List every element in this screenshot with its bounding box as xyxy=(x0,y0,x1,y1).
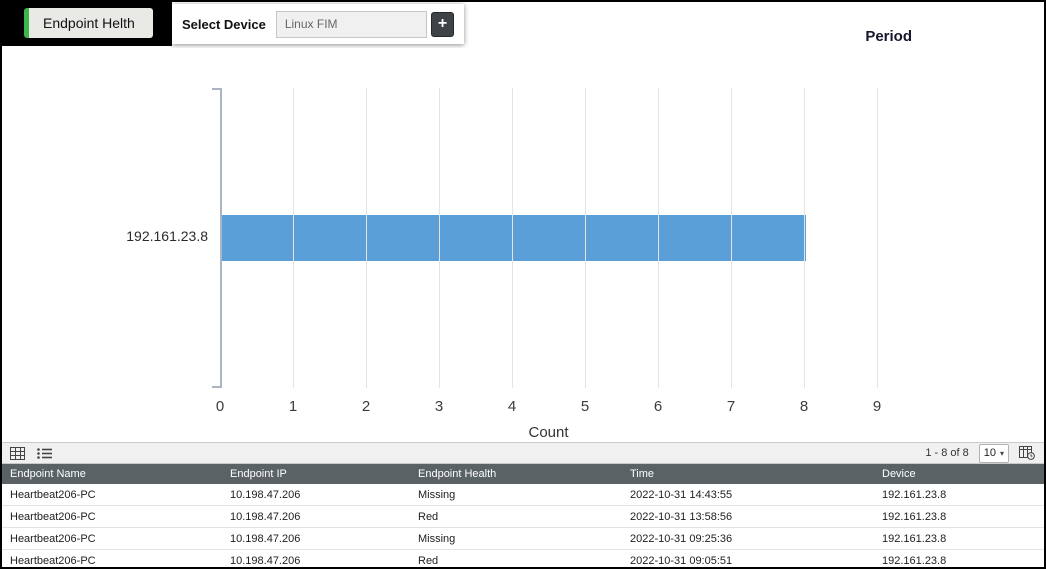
x-tick-label: 1 xyxy=(288,398,298,415)
table-cell: 2022-10-31 09:25:36 xyxy=(622,527,874,550)
table-row[interactable]: Heartbeat206-PC 10.198.47.206 Missing 2022-… xyxy=(2,484,1044,506)
top-bar: Endpoint Helth Select Device Linux FIM +… xyxy=(2,2,1044,48)
table-cell: 192.161.23.8 xyxy=(874,549,1044,567)
endpoint-bar-chart: 192.161.23.8 Count 0 1 2 3 4 5 6 7 8 9 xyxy=(2,48,1044,442)
x-tick-label: 9 xyxy=(872,398,882,415)
table-cell: Heartbeat206-PC xyxy=(2,549,222,567)
page-size-select[interactable]: 10 ▾ xyxy=(978,443,1009,463)
device-select-value: Linux FIM xyxy=(284,17,338,31)
table-cell: 2022-10-31 14:43:55 xyxy=(622,484,874,506)
gridline xyxy=(293,88,294,388)
page-size-value: 10 xyxy=(983,447,996,459)
table-cell: 10.198.47.206 xyxy=(222,549,410,567)
x-tick-label: 5 xyxy=(580,398,590,415)
table-cell: 192.161.23.8 xyxy=(874,527,1044,550)
list-view-icon[interactable] xyxy=(37,446,54,460)
table-schedule-icon[interactable] xyxy=(1019,446,1036,460)
x-tick-label: 2 xyxy=(361,398,371,415)
add-device-button[interactable]: + xyxy=(431,11,454,37)
gridline xyxy=(512,88,513,388)
table-cell: Heartbeat206-PC xyxy=(2,505,222,528)
table-cell: 192.161.23.8 xyxy=(874,484,1044,506)
gridline xyxy=(366,88,367,388)
column-header[interactable]: Time xyxy=(622,464,874,484)
gridline xyxy=(658,88,659,388)
endpoint-table: Endpoint Name Endpoint IP Endpoint Health T… xyxy=(2,464,1044,567)
gridline xyxy=(439,88,440,388)
device-select[interactable]: Linux FIM xyxy=(275,10,428,38)
column-header[interactable]: Device xyxy=(874,464,1044,484)
chart-bar[interactable] xyxy=(222,215,806,261)
select-device-label: Select Device xyxy=(182,16,266,32)
table-row[interactable]: Heartbeat206-PC 10.198.47.206 Red 2022-10-3… xyxy=(2,505,1044,528)
table-cell: 2022-10-31 09:05:51 xyxy=(622,549,874,567)
table-cell: Missing xyxy=(410,527,622,550)
x-tick-label: 7 xyxy=(726,398,736,415)
x-tick-label: 8 xyxy=(799,398,809,415)
column-header[interactable]: Endpoint Name xyxy=(2,464,222,484)
y-axis-cap-top xyxy=(212,88,221,90)
chart-x-axis-title: Count xyxy=(528,424,569,441)
chevron-down-icon: ▾ xyxy=(999,448,1004,458)
table-cell: Heartbeat206-PC xyxy=(2,484,222,506)
table-cell: 10.198.47.206 xyxy=(222,527,410,550)
table-cell: Missing xyxy=(410,484,622,506)
select-device-panel: Select Device Linux FIM + xyxy=(172,4,464,44)
table-cell: 10.198.47.206 xyxy=(222,484,410,506)
column-header[interactable]: Endpoint Health xyxy=(410,464,622,484)
chart-category-label: 192.161.23.8 xyxy=(126,228,208,244)
table-cell: 10.198.47.206 xyxy=(222,505,410,528)
period-label: Period xyxy=(865,28,912,45)
gridline xyxy=(804,88,805,388)
table-cell: 2022-10-31 13:58:56 xyxy=(622,505,874,528)
table-toolbar: 1 - 8 of 8 10 ▾ xyxy=(2,442,1044,464)
y-axis-cap-bottom xyxy=(212,386,221,388)
grid-view-icon[interactable] xyxy=(10,446,27,460)
results-table-section: 1 - 8 of 8 10 ▾ Endpoint Name Endpoint IP… xyxy=(2,442,1044,567)
table-header-row: Endpoint Name Endpoint IP Endpoint Health T… xyxy=(2,464,1044,484)
x-tick-label: 0 xyxy=(215,398,225,415)
x-tick-label: 4 xyxy=(507,398,517,415)
table-cell: Red xyxy=(410,505,622,528)
table-cell: Red xyxy=(410,549,622,567)
y-axis-line xyxy=(220,88,222,388)
tab-endpoint-health[interactable]: Endpoint Helth xyxy=(24,8,153,38)
column-header[interactable]: Endpoint IP xyxy=(222,464,410,484)
x-tick-label: 3 xyxy=(434,398,444,415)
gridline xyxy=(877,88,878,388)
pagination-text: 1 - 8 of 8 xyxy=(925,447,969,459)
tab-endpoint-health-label: Endpoint Helth xyxy=(43,15,135,31)
gridline xyxy=(585,88,586,388)
table-cell: Heartbeat206-PC xyxy=(2,527,222,550)
table-row[interactable]: Heartbeat206-PC 10.198.47.206 Red 2022-10-3… xyxy=(2,549,1044,567)
table-row[interactable]: Heartbeat206-PC 10.198.47.206 Missing 2022-… xyxy=(2,527,1044,550)
gridline xyxy=(731,88,732,388)
x-tick-label: 6 xyxy=(653,398,663,415)
table-cell: 192.161.23.8 xyxy=(874,505,1044,528)
